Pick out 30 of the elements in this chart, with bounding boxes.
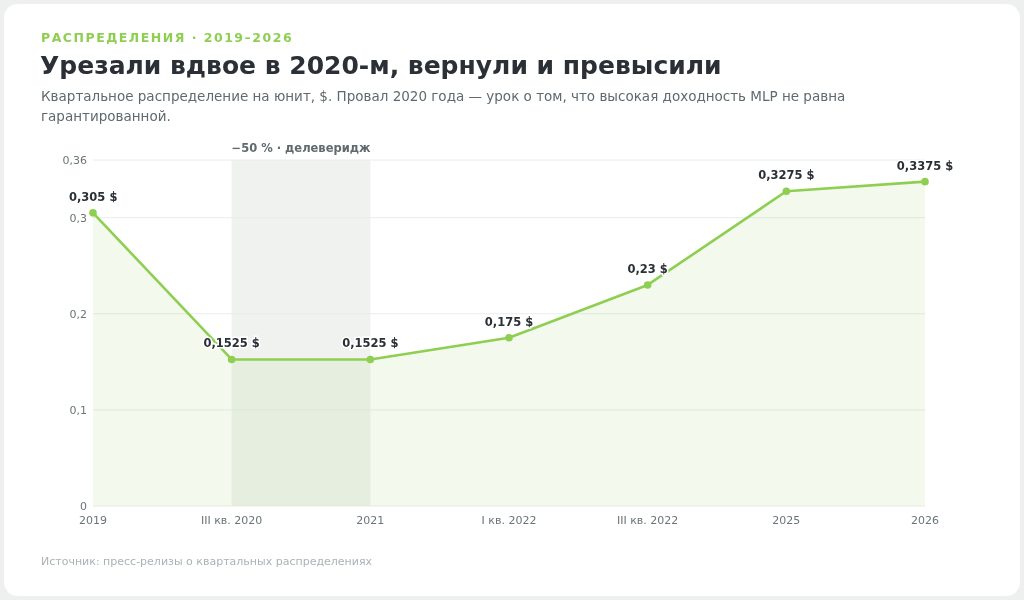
- y-tick-label: 0,2: [69, 307, 87, 321]
- data-label: 0,1525 $: [342, 336, 399, 351]
- text: Источник: пресс-релизы о квартальных распределениях: [41, 555, 373, 568]
- x-tick-label: 2021: [356, 514, 385, 527]
- y-tick-label: 0: [80, 500, 87, 513]
- chart-title: Урезали вдвое в 2020-м, вернули и превысили: [40, 51, 722, 80]
- x-tick-label: III кв. 2022: [616, 514, 679, 527]
- y-tick-label: 0,36: [62, 154, 87, 167]
- x-tick-label: I кв. 2022: [481, 514, 537, 527]
- point: [505, 334, 513, 342]
- y-tick-label: 0,1: [69, 403, 87, 417]
- point: [782, 187, 791, 196]
- x-tick-label: 2019: [79, 514, 107, 527]
- y-tick-label: 0,3: [69, 211, 87, 225]
- data-label: 0,305 $: [69, 189, 118, 204]
- point: [227, 355, 236, 364]
- text: Квартальное распределение на юнит, $. Провал 2020 года — урок о том, что высокая доходность MLP не равна гарантированной.: [41, 88, 846, 124]
- point: [366, 355, 375, 364]
- data-label: 0,23 $: [627, 261, 668, 276]
- band-label: −50 % · делеверидж: [231, 141, 372, 155]
- x-tick-label: 2026: [911, 514, 939, 527]
- data-label: 0,175 $: [484, 314, 534, 329]
- x-tick-label: III кв. 2020: [200, 514, 263, 527]
- point: [643, 281, 652, 289]
- point: [89, 209, 97, 217]
- data-label: 0,3275 $: [758, 168, 815, 183]
- chart-subtitle: РАСПРЕДЕЛЕНИЯ · 2019–2026: [41, 30, 294, 45]
- x-tick-label: 2025: [772, 514, 801, 527]
- point: [921, 177, 929, 186]
- data-label: 0,3375 $: [896, 158, 954, 173]
